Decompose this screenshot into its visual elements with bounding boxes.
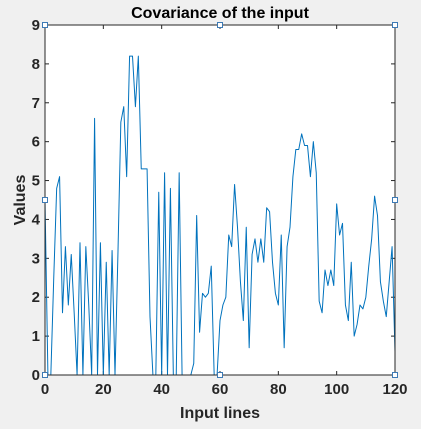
- selection-handle[interactable]: [217, 372, 223, 378]
- x-tick-label: 0: [41, 381, 49, 398]
- y-tick-label: 9: [32, 17, 40, 34]
- selection-handle[interactable]: [217, 22, 223, 28]
- x-tick-label: 40: [153, 381, 170, 398]
- selection-handles[interactable]: [42, 22, 398, 378]
- selection-handle[interactable]: [392, 197, 398, 203]
- x-axis-label: Input lines: [180, 405, 260, 422]
- x-tick-label: 80: [270, 381, 287, 398]
- plot-area: [45, 25, 395, 375]
- selection-handle[interactable]: [42, 22, 48, 28]
- x-tick-label: 20: [95, 381, 112, 398]
- y-tick-label: 0: [32, 367, 40, 384]
- selection-handle[interactable]: [42, 197, 48, 203]
- selection-handle[interactable]: [392, 22, 398, 28]
- y-tick-label: 8: [32, 56, 40, 73]
- x-tick-label: 100: [324, 381, 349, 398]
- selection-handle[interactable]: [42, 372, 48, 378]
- y-tick-label: 5: [32, 173, 40, 190]
- tick-group: 0 20 40 60 80 100 120 0 1 2 3 4 5 6 7 8 9: [32, 17, 408, 398]
- x-tick-label: 60: [212, 381, 229, 398]
- y-tick-label: 4: [32, 211, 41, 228]
- y-axis-label: Values: [12, 175, 29, 226]
- chart-title: Covariance of the input: [131, 5, 309, 22]
- selection-handle[interactable]: [392, 372, 398, 378]
- y-tick-label: 1: [32, 328, 40, 345]
- y-tick-label: 7: [32, 95, 40, 112]
- y-tick-label: 3: [32, 250, 40, 267]
- y-tick-label: 6: [32, 134, 40, 151]
- x-tick-label: 120: [382, 381, 407, 398]
- y-tick-label: 2: [32, 289, 40, 306]
